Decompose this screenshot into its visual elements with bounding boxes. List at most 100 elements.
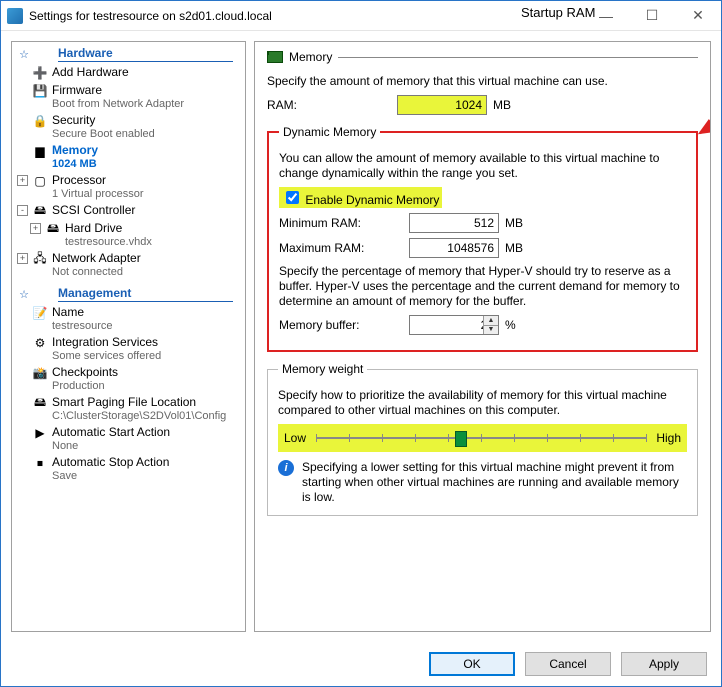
automatic-stop-action-icon: ⏹ [32, 455, 48, 471]
apply-button[interactable]: Apply [621, 652, 707, 676]
buffer-unit: % [505, 318, 516, 332]
window-title: Settings for testresource on s2d01.cloud… [29, 9, 583, 23]
memory-settings-panel: Memory Specify the amount of memory that… [254, 41, 711, 632]
tree-item-sublabel: Save [52, 470, 169, 483]
memory-weight-slider-row: Low High [278, 424, 687, 452]
min-ram-label: Minimum RAM: [279, 216, 409, 230]
memory-icon: ▆ [32, 143, 48, 159]
tree-item-label: Checkpoints [52, 365, 118, 380]
maximize-button[interactable]: ☐ [629, 1, 675, 31]
tree-item-label: Processor [52, 173, 144, 188]
buffer-spin-down[interactable]: ▼ [483, 326, 498, 335]
hardware-group-icon: ☆ [16, 46, 32, 62]
tree-item-automatic-stop-action[interactable]: ⏹ Automatic Stop ActionSave [12, 454, 245, 484]
buffer-label: Memory buffer: [279, 318, 409, 332]
expander-icon [16, 336, 30, 350]
tree-item-label: SCSI Controller [52, 203, 135, 218]
tree-item-sublabel: Not connected [52, 266, 141, 279]
ok-button[interactable]: OK [429, 652, 515, 676]
tree-item-hard-drive[interactable]: + 🖴 Hard Drivetestresource.vhdx [12, 220, 245, 250]
tree-item-checkpoints[interactable]: 📸CheckpointsProduction [12, 364, 245, 394]
enable-dynamic-memory-label: Enable Dynamic Memory [305, 193, 439, 207]
memory-weight-legend: Memory weight [278, 362, 367, 376]
hardware-header: Hardware [58, 46, 233, 62]
tree-item-automatic-start-action[interactable]: ▶Automatic Start ActionNone [12, 424, 245, 454]
tree-item-add-hardware[interactable]: ➕Add Hardware [12, 64, 245, 82]
tree-item-label: Hard Drive [65, 221, 152, 236]
memory-weight-slider[interactable] [316, 428, 646, 448]
tree-item-smart-paging-file-location[interactable]: 🖴 Smart Paging File LocationC:\ClusterSto… [12, 394, 245, 424]
add-hardware-icon: ➕ [32, 65, 48, 81]
memory-intro: Specify the amount of memory that this v… [267, 74, 698, 89]
automatic-start-action-icon: ▶ [32, 425, 48, 441]
slider-thumb[interactable] [455, 431, 467, 447]
app-icon [7, 8, 23, 24]
dynamic-memory-legend: Dynamic Memory [279, 125, 380, 139]
expander-icon [16, 66, 30, 80]
tree-item-sublabel: 1 Virtual processor [52, 188, 144, 201]
management-header: Management [58, 286, 233, 302]
ram-unit: MB [493, 98, 511, 112]
tree-item-scsi-controller[interactable]: -🖴SCSI Controller [12, 202, 245, 220]
tree-item-label: Integration Services [52, 335, 161, 350]
smart-paging-file-location-icon: 🖴 [32, 395, 48, 411]
expander-icon [16, 366, 30, 380]
expander-icon[interactable]: + [17, 175, 28, 186]
weight-low-label: Low [284, 431, 306, 445]
firmware-icon: 💾 [32, 83, 48, 99]
annotation-startup-ram: Startup RAM [521, 5, 595, 20]
section-title: Memory [289, 50, 332, 64]
tree-item-sublabel: Production [52, 380, 118, 393]
cancel-button[interactable]: Cancel [525, 652, 611, 676]
tree-item-sublabel: Boot from Network Adapter [52, 98, 184, 111]
tree-item-sublabel: 1024 MB [52, 158, 98, 171]
tree-item-label: Smart Paging File Location [52, 395, 226, 410]
settings-tree[interactable]: ☆ Hardware ➕Add Hardware💾 FirmwareBoot fr… [11, 41, 246, 632]
ram-input[interactable] [397, 95, 487, 115]
tree-item-sublabel: testresource.vhdx [65, 236, 152, 249]
expander-icon [16, 144, 30, 158]
expander-icon [16, 306, 30, 320]
close-button[interactable]: ✕ [675, 1, 721, 31]
tree-item-firmware[interactable]: 💾 FirmwareBoot from Network Adapter [12, 82, 245, 112]
tree-item-sublabel: C:\ClusterStorage\S2DVol01\Config [52, 410, 226, 423]
memory-weight-group: Memory weight Specify how to prioritize … [267, 362, 698, 516]
min-ram-unit: MB [505, 216, 523, 230]
management-group-icon: ☆ [16, 286, 32, 302]
hard-drive-icon: 🖴 [45, 221, 61, 237]
tree-item-security[interactable]: 🔒SecuritySecure Boot enabled [12, 112, 245, 142]
tree-item-label: Automatic Stop Action [52, 455, 169, 470]
tree-item-label: Memory [52, 143, 98, 158]
expander-icon [16, 84, 30, 98]
expander-icon [16, 456, 30, 470]
max-ram-unit: MB [505, 241, 523, 255]
processor-icon: ▢ [32, 173, 48, 189]
tree-item-network-adapter[interactable]: +🖧Network AdapterNot connected [12, 250, 245, 280]
tree-item-memory[interactable]: ▆ Memory1024 MB [12, 142, 245, 172]
tree-item-processor[interactable]: + ▢ Processor1 Virtual processor [12, 172, 245, 202]
enable-dynamic-memory-checkbox[interactable] [286, 191, 299, 204]
buffer-spin-up[interactable]: ▲ [483, 316, 498, 326]
name-icon: 📝 [32, 305, 48, 321]
tree-item-name[interactable]: 📝 Nametestresource [12, 304, 245, 334]
expander-icon [16, 426, 30, 440]
integration-services-icon: ⚙ [32, 335, 48, 351]
dynamic-memory-desc: You can allow the amount of memory avail… [279, 151, 686, 181]
min-ram-input[interactable] [409, 213, 499, 233]
settings-window: Settings for testresource on s2d01.cloud… [0, 0, 722, 687]
max-ram-input[interactable] [409, 238, 499, 258]
buffer-desc: Specify the percentage of memory that Hy… [279, 264, 686, 309]
tree-item-sublabel: Secure Boot enabled [52, 128, 155, 141]
expander-icon[interactable]: + [30, 223, 41, 234]
network-adapter-icon: 🖧 [32, 251, 48, 267]
expander-icon[interactable]: + [17, 253, 28, 264]
expander-icon[interactable]: - [17, 205, 28, 216]
dialog-buttons: OK Cancel Apply [1, 642, 721, 686]
tree-item-sublabel: None [52, 440, 170, 453]
ram-label: RAM: [267, 98, 397, 112]
tree-item-label: Security [52, 113, 155, 128]
tree-item-integration-services[interactable]: ⚙Integration ServicesSome services offer… [12, 334, 245, 364]
tree-item-label: Firmware [52, 83, 184, 98]
tree-item-label: Name [52, 305, 113, 320]
tree-item-sublabel: testresource [52, 320, 113, 333]
